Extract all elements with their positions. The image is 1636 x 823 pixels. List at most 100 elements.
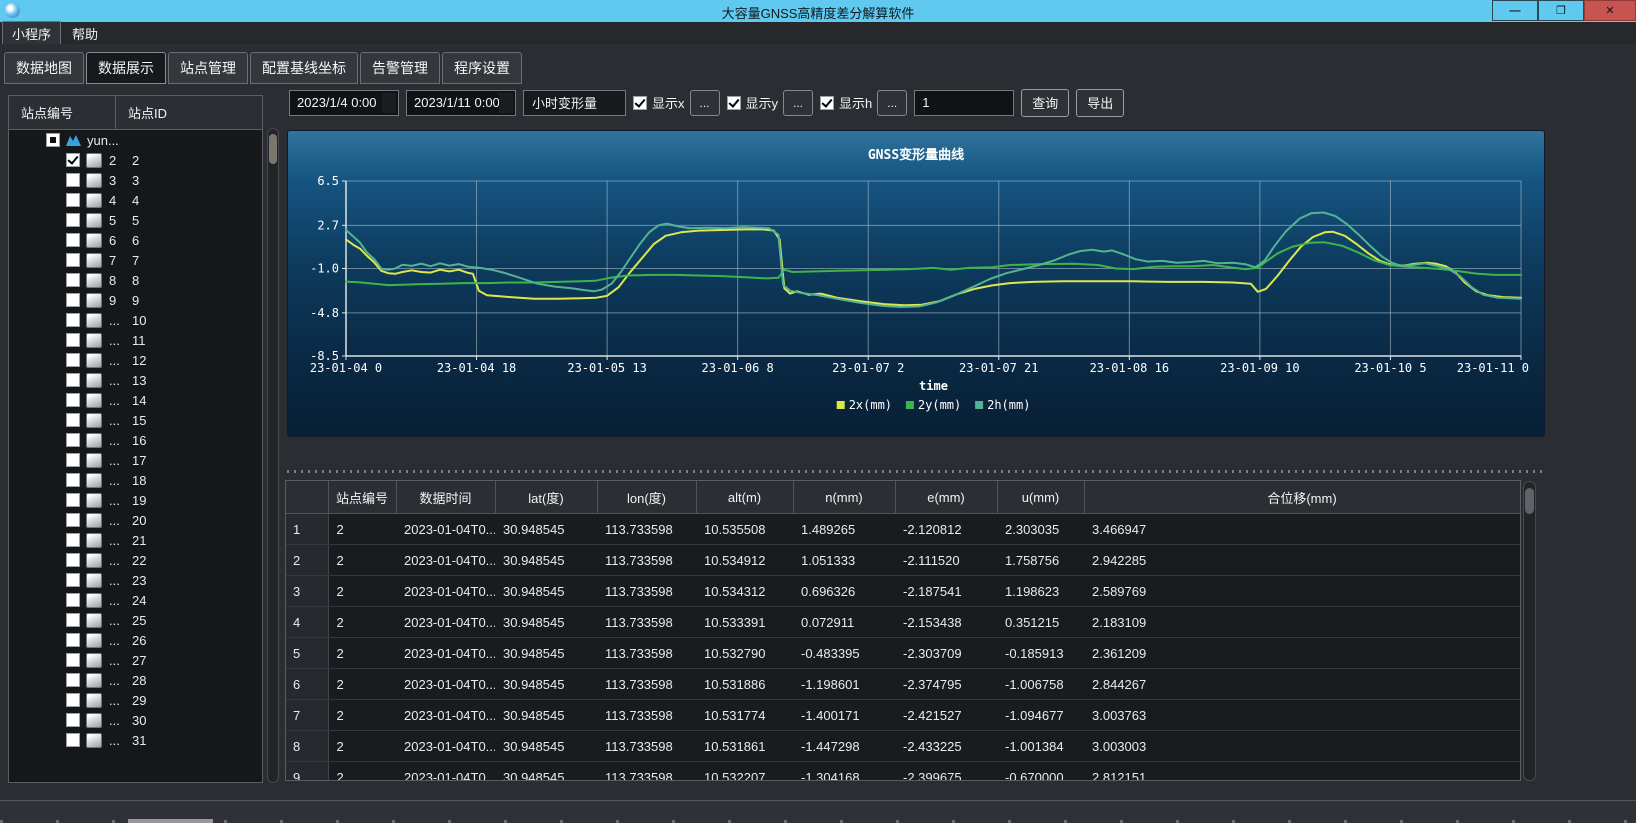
- checkbox[interactable]: [66, 173, 80, 187]
- checkbox[interactable]: [66, 333, 80, 347]
- tree-station-row-21[interactable]: ...21: [9, 530, 262, 550]
- tree-station-row-23[interactable]: ...23: [9, 570, 262, 590]
- checkbox[interactable]: [66, 373, 80, 387]
- tab-配置基线坐标[interactable]: 配置基线坐标: [250, 52, 358, 84]
- table-column-header-rownum[interactable]: [286, 481, 328, 514]
- tree-station-row-9[interactable]: 99: [9, 290, 262, 310]
- checkbox[interactable]: [66, 733, 80, 747]
- checkbox[interactable]: [66, 493, 80, 507]
- table-row[interactable]: 322023-01-04T0...30.948545113.73359810.5…: [286, 576, 1520, 607]
- tree-station-row-16[interactable]: ...16: [9, 430, 262, 450]
- tab-告警管理[interactable]: 告警管理: [360, 52, 440, 84]
- show-checkbox-1[interactable]: [727, 96, 741, 110]
- checkbox[interactable]: [66, 153, 80, 167]
- color-picker-button-2[interactable]: ...: [877, 90, 907, 116]
- checkbox[interactable]: [66, 513, 80, 527]
- table-row[interactable]: 922023-01-04T0...30.948545113.73359810.5…: [286, 762, 1520, 782]
- table-column-header-站点编号[interactable]: 站点编号: [328, 481, 396, 514]
- tree-station-row-6[interactable]: 66: [9, 230, 262, 250]
- checkbox[interactable]: [66, 433, 80, 447]
- interval-input[interactable]: 1: [914, 90, 1014, 116]
- checkbox[interactable]: [66, 293, 80, 307]
- checkbox[interactable]: [66, 193, 80, 207]
- table-column-header-e(mm)[interactable]: e(mm): [895, 481, 997, 514]
- tree-station-row-30[interactable]: ...30: [9, 710, 262, 730]
- tree-scrollbar[interactable]: [267, 128, 279, 783]
- tree-station-row-11[interactable]: ...11: [9, 330, 262, 350]
- table-row[interactable]: 622023-01-04T0...30.948545113.73359810.5…: [286, 669, 1520, 700]
- tree-station-row-22[interactable]: ...22: [9, 550, 262, 570]
- tab-程序设置[interactable]: 程序设置: [442, 52, 522, 84]
- tree-station-row-13[interactable]: ...13: [9, 370, 262, 390]
- show-checkbox-0[interactable]: [633, 96, 647, 110]
- table-column-header-lat(度)[interactable]: lat(度): [495, 481, 597, 514]
- bottom-scrollbar-thumb[interactable]: [128, 819, 213, 823]
- table-column-header-合位移(mm)[interactable]: 合位移(mm): [1084, 481, 1520, 514]
- tree-station-row-28[interactable]: ...28: [9, 670, 262, 690]
- tree-station-row-12[interactable]: ...12: [9, 350, 262, 370]
- tree-station-row-8[interactable]: 88: [9, 270, 262, 290]
- deformation-mode-combobox[interactable]: 小时变形量: [523, 90, 626, 116]
- tree-station-row-14[interactable]: ...14: [9, 390, 262, 410]
- menu-item-miniprogram[interactable]: 小程序: [2, 21, 61, 46]
- checkbox[interactable]: [66, 353, 80, 367]
- color-picker-button-0[interactable]: ...: [690, 90, 720, 116]
- show-checkbox-2[interactable]: [820, 96, 834, 110]
- tree-station-row-31[interactable]: ...31: [9, 730, 262, 750]
- color-picker-button-1[interactable]: ...: [783, 90, 813, 116]
- table-column-header-u(mm)[interactable]: u(mm): [997, 481, 1084, 514]
- tab-站点管理[interactable]: 站点管理: [168, 52, 248, 84]
- minimize-button[interactable]: —: [1492, 0, 1538, 21]
- tree-scrollbar-thumb[interactable]: [269, 134, 277, 164]
- table-column-header-数据时间[interactable]: 数据时间: [396, 481, 495, 514]
- table-scrollbar-thumb[interactable]: [1525, 488, 1534, 514]
- tab-数据地图[interactable]: 数据地图: [4, 52, 84, 84]
- close-button[interactable]: ✕: [1584, 0, 1636, 21]
- table-row[interactable]: 122023-01-04T0...30.948545113.73359810.5…: [286, 514, 1520, 545]
- checkbox[interactable]: [66, 473, 80, 487]
- tree-station-row-10[interactable]: ...10: [9, 310, 262, 330]
- table-column-header-n(mm)[interactable]: n(mm): [793, 481, 895, 514]
- checkbox[interactable]: [66, 673, 80, 687]
- horizontal-splitter[interactable]: [287, 467, 1545, 475]
- tree-station-row-18[interactable]: ...18: [9, 470, 262, 490]
- table-row[interactable]: 422023-01-04T0...30.948545113.73359810.5…: [286, 607, 1520, 638]
- tree-station-row-20[interactable]: ...20: [9, 510, 262, 530]
- checkbox[interactable]: [66, 253, 80, 267]
- checkbox[interactable]: [66, 693, 80, 707]
- checkbox[interactable]: [66, 553, 80, 567]
- tree-station-row-19[interactable]: ...19: [9, 490, 262, 510]
- date-from-input[interactable]: 2023/1/4 0:00: [289, 90, 399, 116]
- checkbox[interactable]: [66, 633, 80, 647]
- tree-station-row-4[interactable]: 44: [9, 190, 262, 210]
- checkbox[interactable]: [66, 213, 80, 227]
- date-to-input[interactable]: 2023/1/11 0:00: [406, 90, 516, 116]
- checkbox[interactable]: [66, 613, 80, 627]
- tab-数据展示[interactable]: 数据展示: [86, 52, 166, 84]
- checkbox[interactable]: [66, 653, 80, 667]
- tree-station-row-3[interactable]: 33: [9, 170, 262, 190]
- tree-station-row-5[interactable]: 55: [9, 210, 262, 230]
- tree-root-node[interactable]: yun...: [9, 130, 262, 150]
- tree-station-row-27[interactable]: ...27: [9, 650, 262, 670]
- checkbox[interactable]: [66, 453, 80, 467]
- query-button[interactable]: 查询: [1021, 89, 1069, 117]
- checkbox[interactable]: [66, 233, 80, 247]
- table-column-header-lon(度)[interactable]: lon(度): [597, 481, 696, 514]
- checkbox[interactable]: [66, 313, 80, 327]
- checkbox[interactable]: [46, 133, 60, 147]
- tree-station-row-2[interactable]: 22: [9, 150, 262, 170]
- tree-station-row-24[interactable]: ...24: [9, 590, 262, 610]
- tree-column-header-site-number[interactable]: 站点编号: [9, 96, 116, 129]
- checkbox[interactable]: [66, 273, 80, 287]
- checkbox[interactable]: [66, 593, 80, 607]
- table-row[interactable]: 722023-01-04T0...30.948545113.73359810.5…: [286, 700, 1520, 731]
- checkbox[interactable]: [66, 533, 80, 547]
- table-row[interactable]: 822023-01-04T0...30.948545113.73359810.5…: [286, 731, 1520, 762]
- checkbox[interactable]: [66, 713, 80, 727]
- table-row[interactable]: 522023-01-04T0...30.948545113.73359810.5…: [286, 638, 1520, 669]
- checkbox[interactable]: [66, 413, 80, 427]
- checkbox[interactable]: [66, 393, 80, 407]
- tree-station-row-25[interactable]: ...25: [9, 610, 262, 630]
- tree-column-header-site-id[interactable]: 站点ID: [116, 96, 262, 129]
